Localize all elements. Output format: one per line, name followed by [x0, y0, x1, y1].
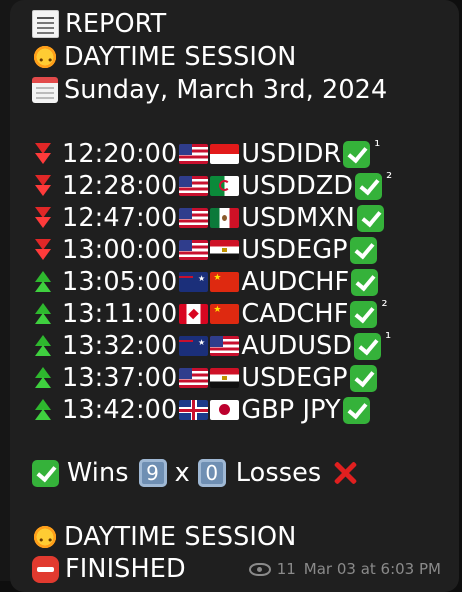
- arrow-down-icon: [32, 205, 54, 231]
- check-icon: [350, 300, 378, 328]
- trade-pair: CADCHF: [241, 299, 349, 329]
- check-icon: [355, 172, 383, 200]
- arrow-up-icon: [32, 301, 54, 327]
- trade-note: ²: [386, 169, 393, 187]
- check-icon: [351, 268, 379, 296]
- trade-time: 13:00:00: [62, 235, 178, 265]
- date-line: Sunday, March 3rd, 2024: [32, 74, 387, 106]
- trade-time: 12:20:00: [62, 139, 178, 169]
- cross-icon: [331, 459, 359, 487]
- losses-label: Losses: [235, 458, 322, 488]
- arrow-up-icon: [32, 333, 54, 359]
- trade-note: ¹: [385, 329, 392, 347]
- trade-pair: AUDCHF: [241, 267, 350, 297]
- flag-gb-icon: [179, 400, 209, 420]
- trade-pair: AUDUSD: [241, 331, 353, 361]
- trade-time: 13:42:00: [62, 395, 178, 425]
- trade-row: 13:42:00 GBP JPY: [32, 394, 370, 426]
- sun-icon: [32, 44, 58, 77]
- summary-line: Wins 9 x 0 Losses: [32, 457, 359, 489]
- flag-id-icon: [210, 144, 240, 164]
- footer-status: FINISHED: [65, 554, 186, 584]
- losses-count-keycap: 0: [197, 459, 226, 487]
- trade-row: 12:20:00 USDIDR ¹: [32, 137, 380, 170]
- trade-pair: USDIDR: [241, 139, 342, 169]
- flag-us-icon: [179, 208, 209, 228]
- arrow-down-icon: [32, 237, 54, 263]
- check-icon: [32, 459, 59, 487]
- arrow-up-icon: [32, 269, 54, 295]
- message-timestamp: Mar 03 at 6:03 PM: [303, 560, 441, 578]
- footer-status-line: FINISHED: [32, 553, 186, 585]
- flag-us-icon: [179, 240, 209, 260]
- view-count: 11: [276, 560, 296, 578]
- sun-icon: [32, 524, 58, 557]
- flag-jp-icon: [210, 400, 240, 420]
- trade-pair: USDEGP: [241, 235, 348, 265]
- session-name: DAYTIME SESSION: [64, 42, 297, 72]
- calendar-icon: [32, 77, 58, 103]
- trade-row: 12:28:00 USDDZD ²: [32, 169, 392, 202]
- trade-pair: GBP JPY: [241, 395, 341, 425]
- flag-cn-icon: [210, 304, 240, 324]
- trade-note: ¹: [374, 137, 381, 155]
- arrow-down-icon: [32, 173, 54, 199]
- footer-session-line: DAYTIME SESSION: [32, 521, 297, 557]
- footer-session: DAYTIME SESSION: [64, 522, 297, 552]
- report-title: REPORT: [65, 9, 167, 39]
- trade-pair: USDEGP: [241, 363, 348, 393]
- flag-au-icon: [179, 336, 209, 356]
- trade-time: 13:11:00: [62, 299, 178, 329]
- arrow-up-icon: [32, 397, 54, 423]
- flag-dz-icon: [210, 176, 240, 196]
- eye-icon: [248, 562, 271, 576]
- trade-time: 13:32:00: [62, 331, 178, 361]
- check-icon: [349, 236, 377, 264]
- trade-time: 13:37:00: [62, 363, 178, 393]
- trade-note: ²: [381, 297, 388, 315]
- check-icon: [356, 204, 384, 232]
- report-date: Sunday, March 3rd, 2024: [64, 75, 388, 105]
- report-title-line: REPORT: [32, 8, 166, 40]
- trade-row: 13:32:00 AUDUSD ¹: [32, 329, 391, 362]
- wins-count-keycap: 9: [138, 459, 167, 487]
- flag-cn-icon: [210, 272, 240, 292]
- stop-icon: [32, 555, 59, 583]
- trade-row: 12:47:00 USDMXN: [32, 202, 384, 234]
- check-icon: [342, 396, 370, 424]
- check-icon: [343, 140, 371, 168]
- message-meta: 11 Mar 03 at 6:03 PM: [248, 560, 441, 578]
- flag-us-icon: [179, 176, 209, 196]
- trade-time: 12:47:00: [62, 203, 178, 233]
- receipt-icon: [32, 10, 59, 38]
- trade-time: 12:28:00: [62, 171, 178, 201]
- arrow-up-icon: [32, 365, 54, 391]
- check-icon: [349, 364, 377, 392]
- trade-row: 13:11:00 CADCHF ²: [32, 297, 388, 330]
- trade-row: 13:00:00 USDEGP: [32, 234, 377, 266]
- arrow-down-icon: [32, 141, 54, 167]
- trade-pair: USDMXN: [241, 203, 355, 233]
- session-line: DAYTIME SESSION: [32, 41, 297, 77]
- flag-us-icon: [179, 144, 209, 164]
- trade-time: 13:05:00: [62, 267, 178, 297]
- flag-eg-icon: [210, 368, 240, 388]
- trade-row: 13:05:00 AUDCHF: [32, 266, 379, 298]
- flag-us-icon: [210, 336, 240, 356]
- trade-pair: USDDZD: [241, 171, 354, 201]
- check-icon: [354, 332, 382, 360]
- summary-separator: x: [174, 458, 190, 488]
- trade-row: 13:37:00 USDEGP: [32, 362, 377, 394]
- flag-ca-icon: [179, 304, 209, 324]
- flag-eg-icon: [210, 240, 240, 260]
- flag-au-icon: [179, 272, 209, 292]
- flag-mx-icon: [210, 208, 240, 228]
- message-bubble[interactable]: REPORT DAYTIME SESSION Sunday, March 3rd…: [10, 0, 459, 592]
- wins-label: Wins: [67, 458, 129, 488]
- flag-us-icon: [179, 368, 209, 388]
